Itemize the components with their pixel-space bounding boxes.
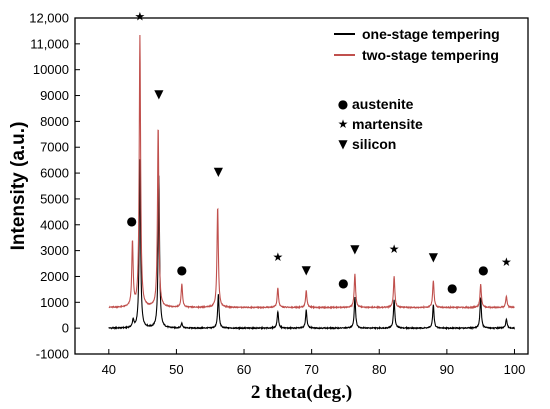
phase-legend-symbol: ★ <box>338 117 349 131</box>
y-tick-label: 8000 <box>40 114 69 129</box>
peak-marker: ● <box>177 263 187 277</box>
x-tick-label: 60 <box>237 362 251 377</box>
y-tick-label: 9000 <box>40 88 69 103</box>
legend-label: two-stage tempering <box>362 47 499 63</box>
peak-marker: ▼ <box>154 87 164 101</box>
y-tick-label: 5000 <box>40 191 69 206</box>
y-tick-label: 4000 <box>40 217 69 232</box>
phase-legend-symbol: ▼ <box>338 137 348 151</box>
y-tick-label: 10000 <box>33 62 69 77</box>
peak-marker: ● <box>447 281 457 295</box>
peak-marker: ▼ <box>302 263 312 277</box>
phase-legend-symbol: ● <box>338 97 348 111</box>
y-tick-label: 1000 <box>40 295 69 310</box>
peak-marker: ▼ <box>214 165 224 179</box>
series-line-1 <box>108 159 515 331</box>
peak-marker: ● <box>338 276 348 290</box>
peak-marker: ★ <box>389 242 400 256</box>
x-tick-label: 100 <box>504 362 526 377</box>
y-tick-label: -1000 <box>36 347 69 362</box>
y-tick-label: 7000 <box>40 140 69 155</box>
y-tick-label: 11,000 <box>30 36 69 51</box>
x-tick-label: 70 <box>304 362 318 377</box>
peak-marker: ● <box>127 214 137 228</box>
phase-legend: ● austenite★ martensite ▼ silicon <box>338 96 423 152</box>
legend-label: one-stage tempering <box>362 26 500 42</box>
x-tick-label: 40 <box>102 362 116 377</box>
y-tick-label: 2000 <box>40 269 69 284</box>
phase-legend-label: silicon <box>352 136 396 152</box>
peak-marker: ▼ <box>429 250 439 264</box>
y-axis-label: Intensity (a.u.) <box>8 122 29 251</box>
peak-marker: ▼ <box>350 242 360 256</box>
peak-marker: ★ <box>135 10 146 24</box>
x-tick-label: 90 <box>440 362 454 377</box>
phase-legend-label: austenite <box>352 96 414 112</box>
plot-frame <box>74 17 529 355</box>
x-tick-label: 50 <box>169 362 183 377</box>
y-tick-label: 6000 <box>40 166 69 181</box>
phase-legend-label: martensite <box>352 116 423 132</box>
x-axis-label: 2 theta(deg.) <box>251 382 352 403</box>
peak-marker: ★ <box>501 255 512 269</box>
legend: one-stage tempering two-stage tempering <box>334 26 500 63</box>
series-line-2 <box>108 35 515 310</box>
peak-marker: ● <box>478 263 488 277</box>
y-tick-label: 12,000 <box>29 11 69 26</box>
peak-marker: ★ <box>272 250 283 264</box>
y-tick-label: 0 <box>62 321 69 336</box>
y-tick-label: 3000 <box>40 243 69 258</box>
x-tick-label: 80 <box>372 362 386 377</box>
